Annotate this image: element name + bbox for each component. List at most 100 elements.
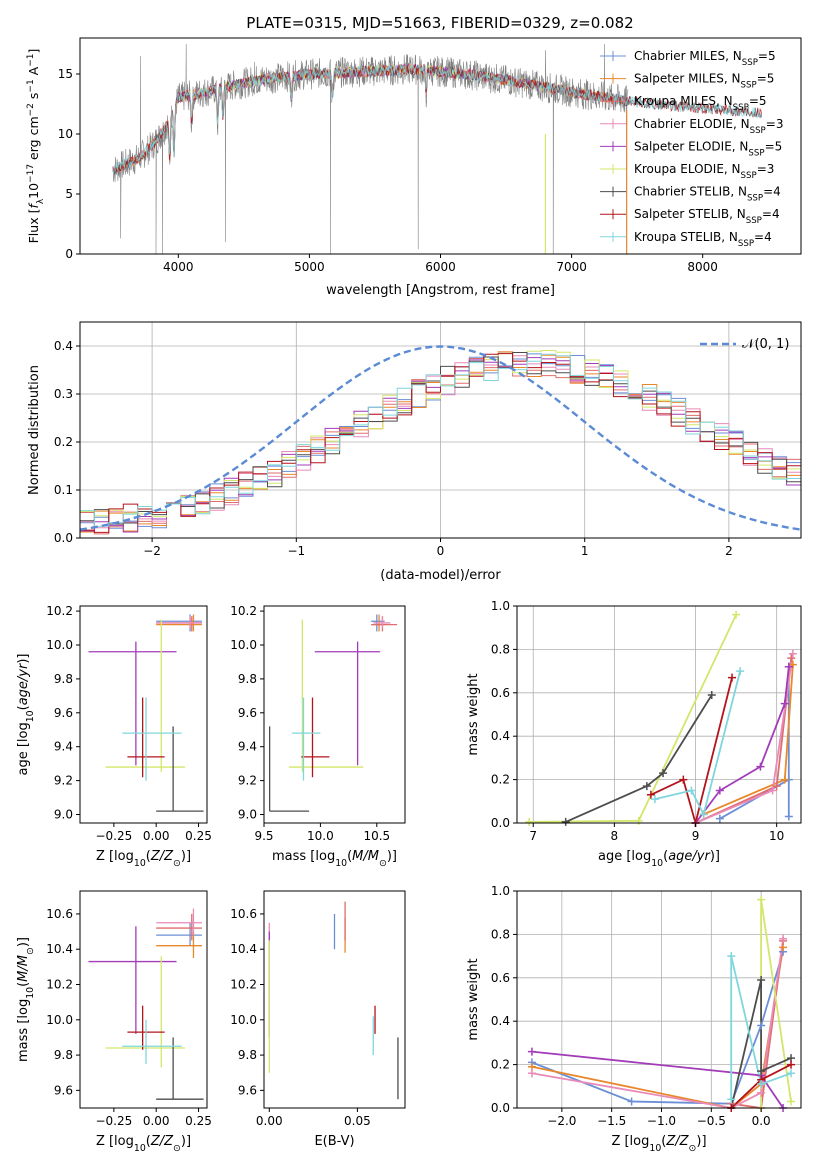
- weight-marker: [787, 1060, 796, 1069]
- weight-series-line: [531, 951, 784, 1105]
- weight-series-line: [531, 938, 784, 1108]
- x-tick-label: 0.05: [344, 1114, 371, 1128]
- y-tick-label: 10.0: [46, 1013, 73, 1027]
- weight-series-line: [529, 614, 737, 823]
- y-tick-label: 0.0: [491, 1101, 510, 1115]
- weight-marker: [757, 1021, 766, 1030]
- x-tick-label: 10.0: [307, 829, 334, 843]
- legend-label: 𝒩(0, 1): [742, 337, 789, 352]
- y-tick-label: 9.4: [238, 740, 257, 754]
- x-tick-label: 0.00: [143, 1114, 170, 1128]
- plot-area: [268, 614, 398, 812]
- y-tick-label: 10.2: [46, 604, 73, 618]
- y-tick-label: 0.4: [491, 1014, 510, 1028]
- y-tick-label: 9.8: [54, 672, 73, 686]
- x-tick-label: 0.00: [143, 829, 170, 843]
- weight-marker: [732, 610, 741, 619]
- y-tick-label: 9.6: [238, 1083, 257, 1097]
- y-tick-label: 9.0: [54, 808, 73, 822]
- weight-marker: [768, 786, 777, 795]
- weight-marker: [659, 769, 668, 778]
- normal-curve: [80, 345, 801, 531]
- y-tick-label: 10.6: [230, 907, 257, 921]
- weight-marker: [646, 790, 655, 799]
- x-tick-label: 0.00: [256, 1114, 283, 1128]
- y-tick-label: 9.4: [54, 740, 73, 754]
- legend-label: Kroupa STELIB, NSSP=4: [634, 230, 772, 249]
- x-tick-label: 1: [581, 544, 589, 558]
- weight-marker: [634, 816, 643, 825]
- weight-marker: [715, 814, 724, 823]
- weight-series-line: [531, 947, 784, 1108]
- y-axis-label: mass weight: [466, 673, 481, 755]
- x-tick-label: −1: [287, 544, 305, 558]
- x-tick-label: 7: [529, 829, 537, 843]
- x-axis-label: Z [log10(Z/Z⊙)]: [611, 1134, 706, 1154]
- y-axis-label: mass [log10(M/M⊙)]: [16, 937, 36, 1062]
- plot-area: [88, 908, 204, 1100]
- chart-weight-vs-age: 7 8 9 10 0.0 0.2 0.4 0.6 0.8 1.0 age [log10(age/yr…: [466, 599, 802, 869]
- axes-frame: [516, 890, 802, 1109]
- axes-frame: [516, 605, 802, 824]
- x-tick-label: 8000: [687, 260, 718, 274]
- weight-marker: [561, 817, 570, 826]
- weight-marker: [787, 1097, 796, 1106]
- y-tick-label: 5: [65, 187, 73, 201]
- y-tick-label: 10.0: [230, 638, 257, 652]
- chart-mass-vs-Z: −0.25 0.00 0.25 9.6 9.8 10.0 10.2 10.4 10.6 Z [lo…: [16, 890, 212, 1154]
- x-tick-label: 5000: [294, 260, 325, 274]
- weight-marker: [780, 699, 789, 708]
- weight-marker: [757, 1067, 766, 1076]
- weight-marker: [525, 817, 534, 826]
- axes-frame: [263, 605, 406, 824]
- weight-series-line: [730, 955, 792, 1100]
- x-axis-label: mass [log10(M/M⊙)]: [272, 849, 397, 869]
- legend-label: Salpeter STELIB, NSSP=4: [634, 207, 780, 226]
- weight-marker: [756, 762, 765, 771]
- y-tick-label: 10.0: [46, 638, 73, 652]
- legend-label: Chabrier MILES, NSSP=5: [634, 49, 776, 68]
- histogram-series: [80, 353, 801, 538]
- model-spectrum-line: [118, 63, 624, 171]
- x-tick-label: 2: [725, 544, 733, 558]
- weight-marker: [780, 775, 789, 784]
- chart-residuals: −2 −1 0 1 2 0.0 0.1 0.2 0.3 0.4 𝒩(0, 1) (data-model…: [27, 321, 802, 583]
- x-axis-label: wavelength [Angstrom, rest frame]: [326, 283, 555, 298]
- y-tick-label: 10.4: [230, 942, 257, 956]
- chart-age-vs-mass: 9.5 10.0 10.5 9.0 9.2 9.4 9.6 9.8 10.0 10.2 mass […: [230, 604, 406, 869]
- x-tick-label: 0.25: [185, 829, 212, 843]
- legend-label: Salpeter MILES, NSSP=5: [634, 72, 774, 91]
- chart-age-vs-Z: −0.25 0.00 0.25 9.0 9.2 9.4 9.6 9.8 10.0 10.2 Z [l…: [16, 604, 212, 868]
- plot-area: [80, 345, 801, 538]
- legend-label: Chabrier STELIB, NSSP=4: [634, 185, 781, 204]
- y-axis-label: mass weight: [466, 958, 481, 1040]
- weight-marker: [707, 690, 716, 699]
- y-tick-label: 0.8: [491, 927, 510, 941]
- model-spectrum-line: [112, 63, 763, 174]
- weight-marker: [772, 782, 781, 791]
- x-axis-label: Z [log10(Z/Z⊙)]: [96, 1134, 191, 1154]
- figure-title: PLATE=0315, MJD=51663, FIBERID=0329, z=0…: [246, 14, 633, 32]
- y-tick-label: 10: [58, 127, 73, 141]
- axes-frame: [263, 890, 406, 1109]
- y-tick-label: 0.2: [491, 1058, 510, 1072]
- y-tick-label: 9.8: [238, 1048, 257, 1062]
- weight-marker: [779, 934, 788, 943]
- weight-marker: [784, 812, 793, 821]
- model-spectrum-line: [118, 63, 624, 172]
- weight-marker: [787, 1069, 796, 1078]
- y-tick-label: 10.0: [230, 1013, 257, 1027]
- weight-series-line: [694, 666, 790, 823]
- y-axis-label: Normed distribution: [27, 365, 42, 495]
- x-tick-label: −1.0: [647, 1114, 676, 1128]
- y-tick-label: 0.4: [54, 339, 73, 353]
- x-tick-label: −0.25: [95, 1114, 132, 1128]
- x-axis-label: age [log10(age/yr)]: [598, 849, 720, 869]
- x-tick-label: 0.25: [185, 1114, 212, 1128]
- x-tick-label: −0.5: [697, 1114, 726, 1128]
- y-tick-label: 0.2: [54, 435, 73, 449]
- y-tick-label: 10.2: [230, 604, 257, 618]
- x-tick-label: 4000: [163, 260, 194, 274]
- legend-label: Kroupa MILES, NSSP=5: [634, 94, 767, 113]
